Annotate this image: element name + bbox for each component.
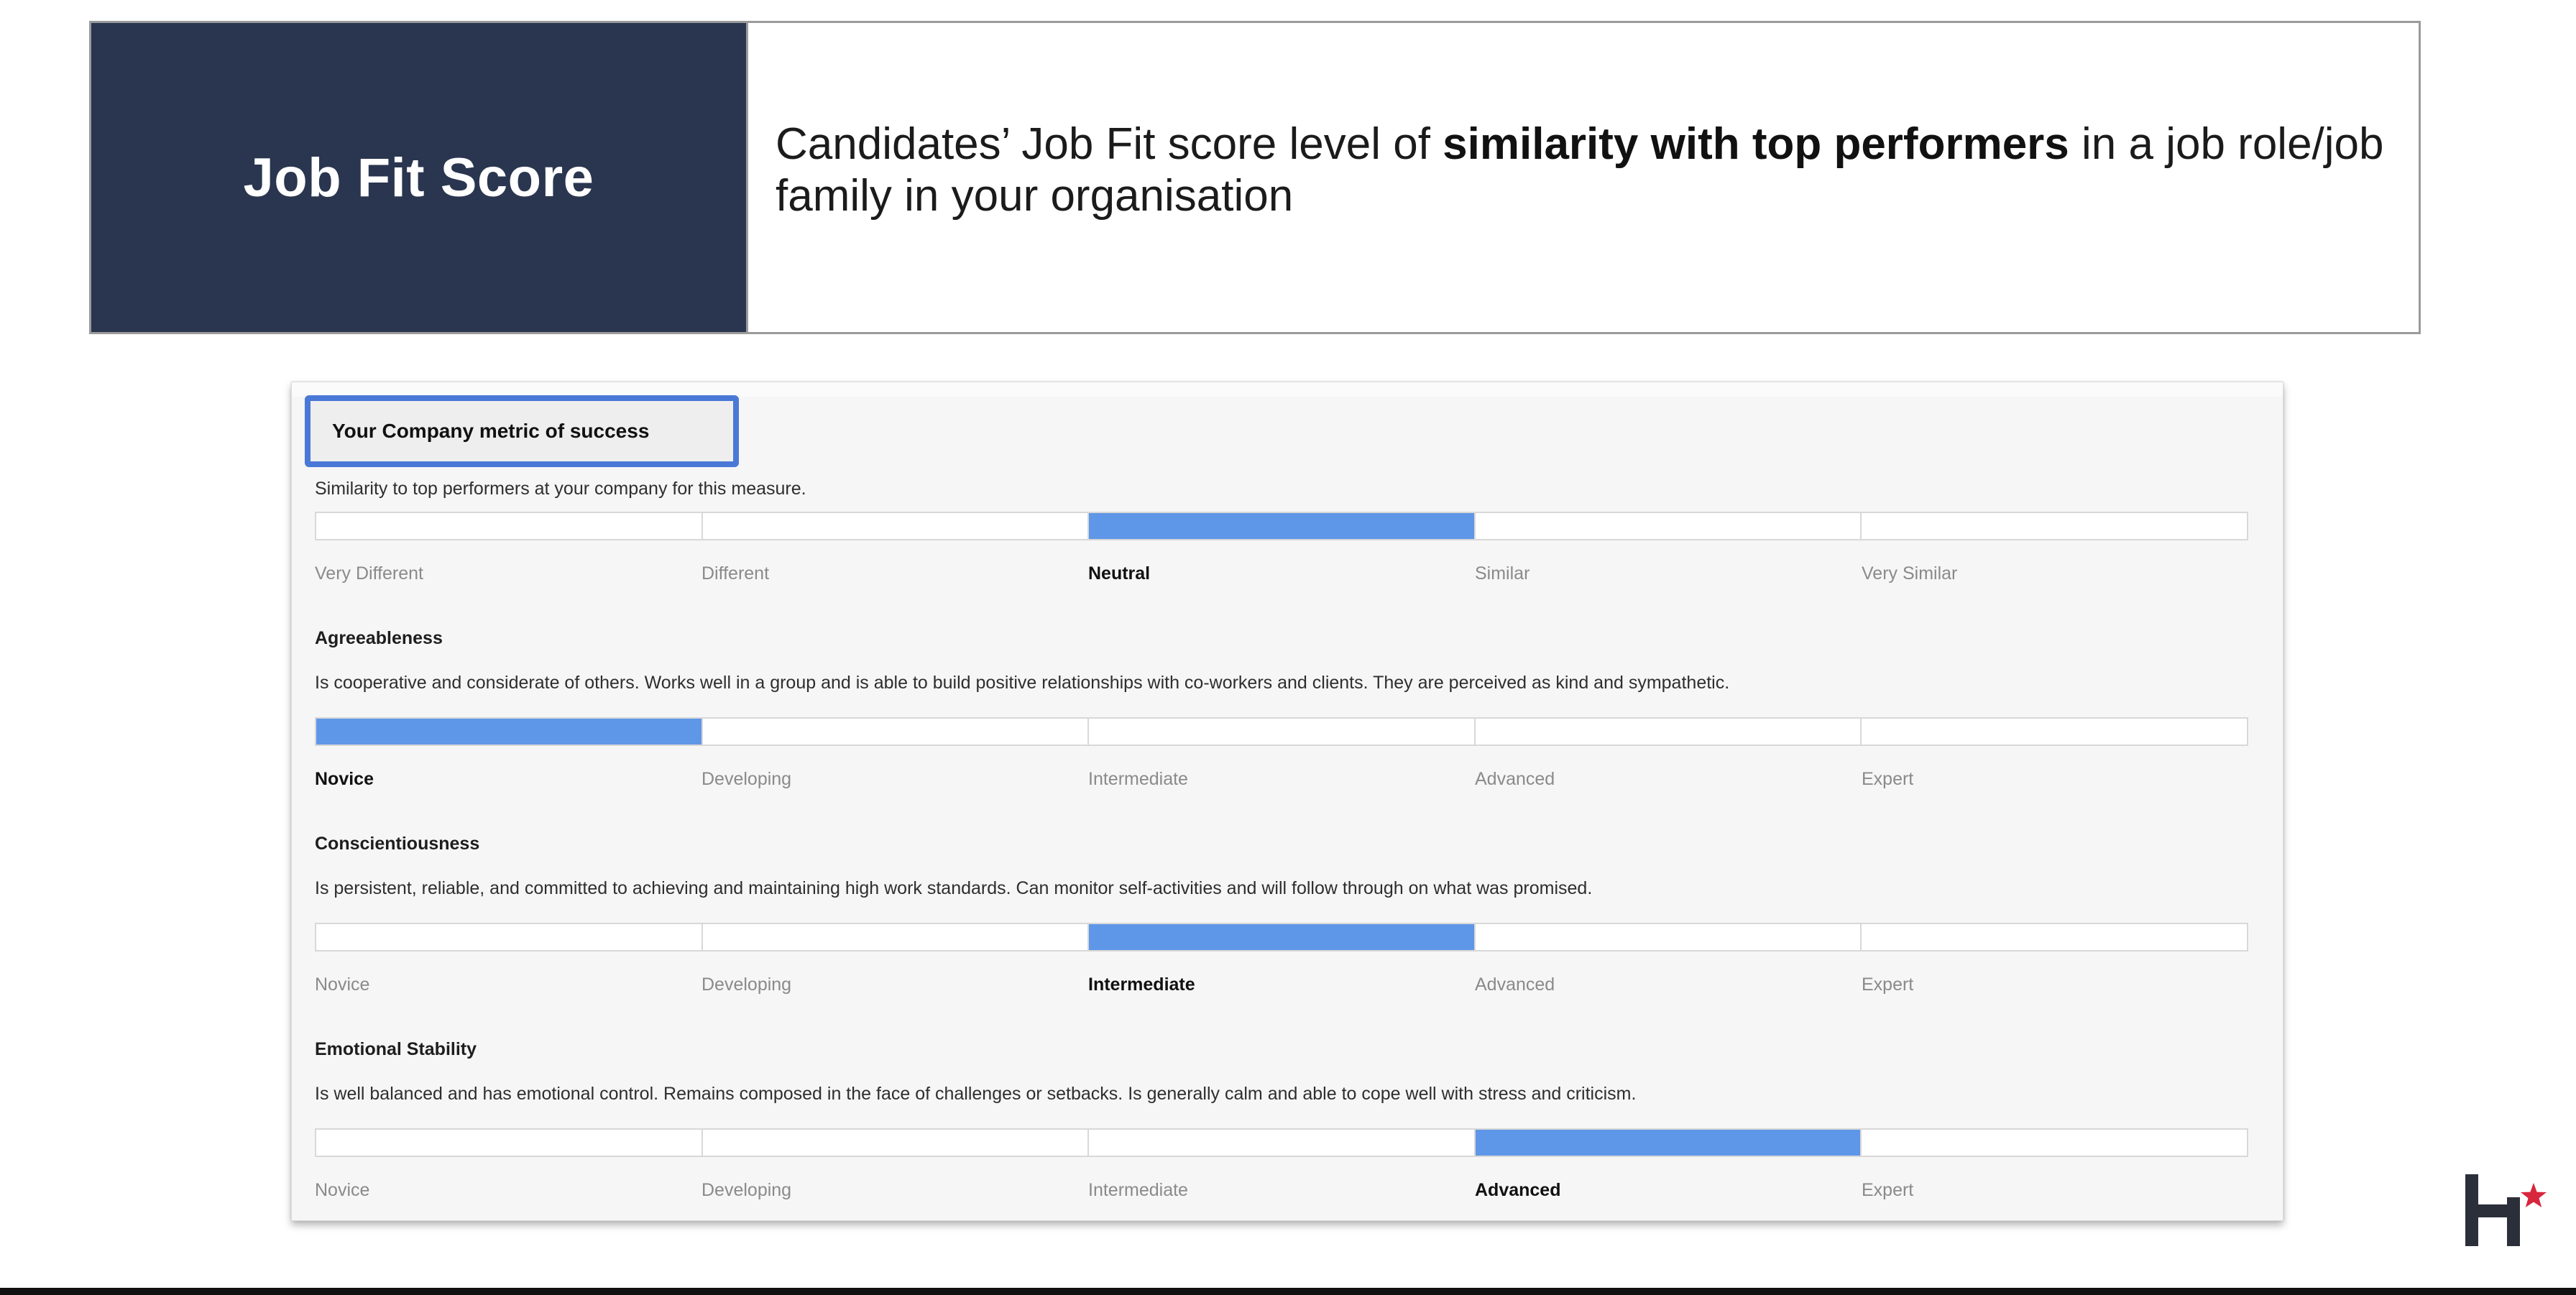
scale-label: Intermediate — [1088, 769, 1188, 789]
scale-label: Different — [702, 563, 770, 584]
scale-segment — [1862, 1130, 2247, 1156]
trait-scale-bar-agreeableness — [315, 717, 2248, 746]
trait-scale-labels-agreeableness: Novice Developing Intermediate Advanced … — [315, 769, 2248, 795]
scale-label: Advanced — [1475, 769, 1555, 789]
bottom-rule — [0, 1288, 2576, 1295]
description-block: Candidates’ Job Fit score level of simil… — [748, 23, 2419, 332]
scale-segment — [1475, 719, 1862, 745]
page-title: Job Fit Score — [243, 147, 594, 208]
metric-title: Your Company metric of success — [332, 420, 650, 442]
scale-segment — [702, 924, 1090, 950]
metric-scale-bar — [315, 512, 2248, 540]
report-panel: Your Company metric of success Similarit… — [291, 382, 2283, 1221]
scale-label: Expert — [1862, 974, 1914, 995]
trait-title-conscientiousness: Conscientiousness — [315, 834, 480, 854]
scale-segment — [702, 1130, 1090, 1156]
trait-scale-bar-conscientiousness — [315, 923, 2248, 951]
header-banner: Job Fit Score Candidates’ Job Fit score … — [89, 21, 2421, 334]
scale-label: Neutral — [1088, 563, 1151, 584]
scale-segment — [1862, 719, 2247, 745]
header-description: Candidates’ Job Fit score level of simil… — [776, 119, 2393, 222]
scale-label: Novice — [315, 1180, 370, 1200]
scale-label: Novice — [315, 974, 370, 995]
scale-label: Novice — [315, 769, 374, 789]
scale-label: Similar — [1475, 563, 1530, 584]
scale-segment — [316, 924, 703, 950]
scale-segment — [316, 1130, 703, 1156]
metric-title-box[interactable]: Your Company metric of success — [305, 395, 739, 467]
scale-segment — [1089, 513, 1476, 539]
title-block: Job Fit Score — [91, 23, 748, 332]
scale-segment — [1089, 719, 1476, 745]
logo-h-crossbar — [2465, 1204, 2520, 1217]
logo-h-right-stem — [2507, 1197, 2520, 1246]
scale-segment — [1475, 1130, 1862, 1156]
description-post: in a job role/job family in your organis… — [776, 119, 2384, 221]
scale-segment — [1475, 924, 1862, 950]
scale-segment — [1475, 513, 1862, 539]
scale-segment — [1089, 1130, 1476, 1156]
scale-segment — [702, 513, 1090, 539]
scale-segment — [702, 719, 1090, 745]
trait-title-agreeableness: Agreeableness — [315, 628, 443, 648]
scale-label: Intermediate — [1088, 1180, 1188, 1200]
scale-label: Expert — [1862, 769, 1914, 789]
trait-description-agreeableness: Is cooperative and considerate of others… — [315, 673, 1730, 693]
metric-scale-labels: Very Different Different Neutral Similar… — [315, 563, 2248, 589]
scale-label: Advanced — [1475, 974, 1555, 995]
scale-segment — [1862, 513, 2247, 539]
scale-label: Expert — [1862, 1180, 1914, 1200]
scale-label: Very Similar — [1862, 563, 1958, 584]
scale-label: Developing — [702, 974, 792, 995]
description-pre: Candidates’ Job Fit score level of — [776, 119, 1443, 169]
scale-label: Intermediate — [1088, 974, 1195, 995]
trait-title-emotional-stability: Emotional Stability — [315, 1039, 477, 1059]
scale-label: Advanced — [1475, 1180, 1561, 1200]
trait-scale-bar-emotional-stability — [315, 1128, 2248, 1157]
scale-segment — [316, 719, 703, 745]
trait-description-emotional-stability: Is well balanced and has emotional contr… — [315, 1084, 1637, 1104]
scale-segment — [316, 513, 703, 539]
trait-description-conscientiousness: Is persistent, reliable, and committed t… — [315, 878, 1593, 898]
description-bold: similarity with top performers — [1443, 119, 2069, 169]
report-top-strip — [292, 382, 2283, 397]
scale-segment — [1862, 924, 2247, 950]
h-star-logo-icon — [2465, 1174, 2547, 1246]
trait-scale-labels-conscientiousness: Novice Developing Intermediate Advanced … — [315, 974, 2248, 1000]
scale-label: Developing — [702, 1180, 792, 1200]
scale-label: Developing — [702, 769, 792, 789]
trait-scale-labels-emotional-stability: Novice Developing Intermediate Advanced … — [315, 1180, 2248, 1206]
scale-label: Very Different — [315, 563, 424, 584]
logo-star-icon — [2521, 1183, 2547, 1207]
scale-segment — [1089, 924, 1476, 950]
metric-description: Similarity to top performers at your com… — [315, 479, 806, 499]
